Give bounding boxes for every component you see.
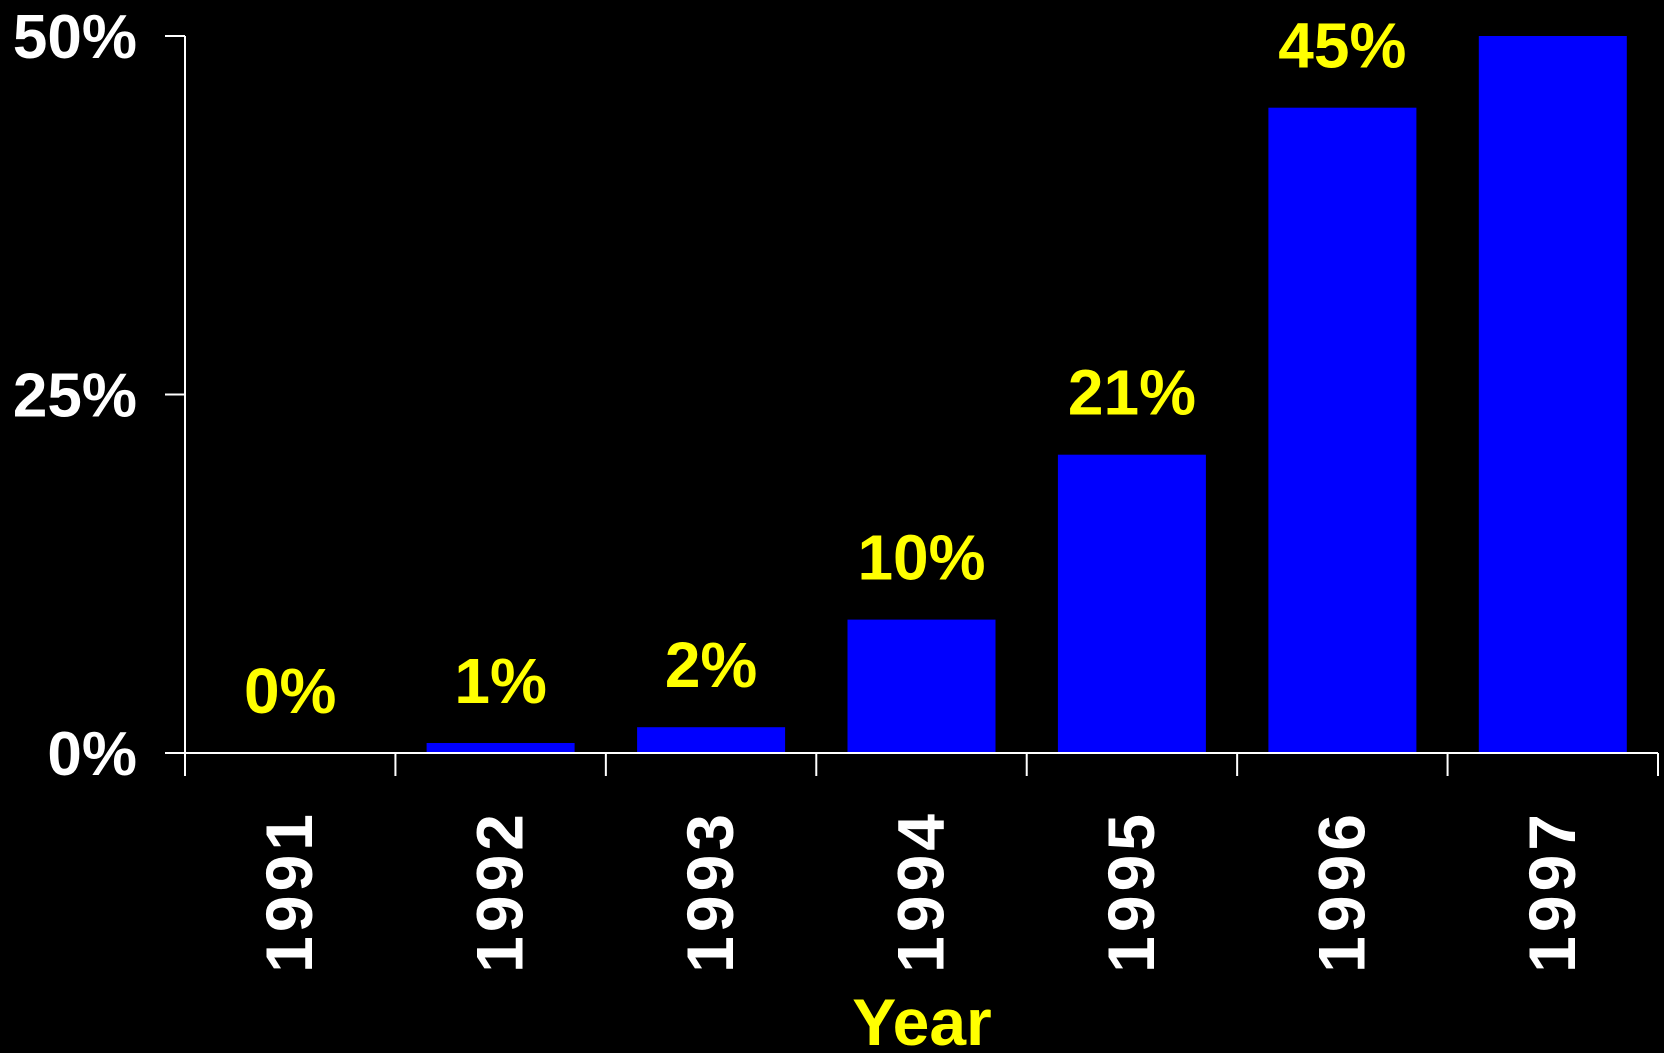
- bar-1995: [1057, 454, 1206, 753]
- x-tick-label-1992: 1992: [463, 810, 537, 973]
- x-tick-label-1996: 1996: [1304, 810, 1378, 973]
- data-label-1996: 45%: [1278, 10, 1406, 82]
- x-tick-label-1995: 1995: [1094, 810, 1168, 973]
- bar-1993: [637, 727, 786, 753]
- data-label-1992: 1%: [454, 645, 547, 717]
- data-label-1995: 21%: [1068, 357, 1196, 429]
- y-tick-label: 25%: [13, 362, 137, 431]
- data-label-1991: 0%: [244, 655, 337, 727]
- bar-1997: [1478, 36, 1627, 753]
- labels-layer: 0% 25% 50% 1991 1992 1993 1994 1995 1996 1997 0% 1%…: [13, 3, 1589, 973]
- bars-layer: [426, 36, 1627, 753]
- data-label-1993: 2%: [665, 629, 758, 701]
- x-tick-label-1991: 1991: [252, 810, 326, 973]
- bar-1994: [847, 619, 996, 753]
- x-axis-title: Year: [852, 985, 991, 1053]
- x-tick-label-1997: 1997: [1515, 810, 1589, 973]
- x-tick-label-1993: 1993: [673, 810, 747, 973]
- bar-1992: [426, 743, 575, 753]
- y-tick-label: 0%: [47, 720, 137, 789]
- x-tick-label-1994: 1994: [884, 810, 958, 973]
- y-tick-label: 50%: [13, 3, 137, 72]
- bar-1996: [1268, 107, 1417, 753]
- axes-layer: [165, 35, 1659, 776]
- data-label-1994: 10%: [857, 522, 985, 594]
